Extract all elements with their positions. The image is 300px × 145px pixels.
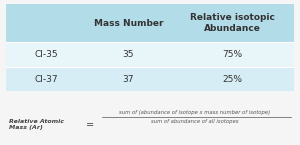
Bar	[6, 42, 87, 67]
Text: 35: 35	[123, 50, 134, 59]
Bar	[87, 4, 170, 42]
Bar	[87, 67, 170, 91]
Text: 25%: 25%	[222, 75, 242, 84]
Text: 37: 37	[123, 75, 134, 84]
Text: sum of abundance of all isotopes: sum of abundance of all isotopes	[151, 119, 239, 124]
Text: Relative Atomic
Mass (Ar): Relative Atomic Mass (Ar)	[9, 119, 64, 130]
Text: 75%: 75%	[222, 50, 242, 59]
Text: Relative isotopic
Abundance: Relative isotopic Abundance	[190, 13, 274, 33]
Text: sum of (abundance of isotope x mass number of isotope): sum of (abundance of isotope x mass numb…	[119, 110, 271, 115]
Bar	[87, 42, 170, 67]
Text: Cl-37: Cl-37	[34, 75, 58, 84]
Text: Cl-35: Cl-35	[34, 50, 58, 59]
Bar	[170, 4, 294, 42]
Bar	[6, 67, 87, 91]
Bar	[170, 42, 294, 67]
Text: =: =	[86, 120, 94, 130]
Text: Mass Number: Mass Number	[94, 19, 163, 28]
Bar	[170, 67, 294, 91]
Bar	[6, 4, 87, 42]
